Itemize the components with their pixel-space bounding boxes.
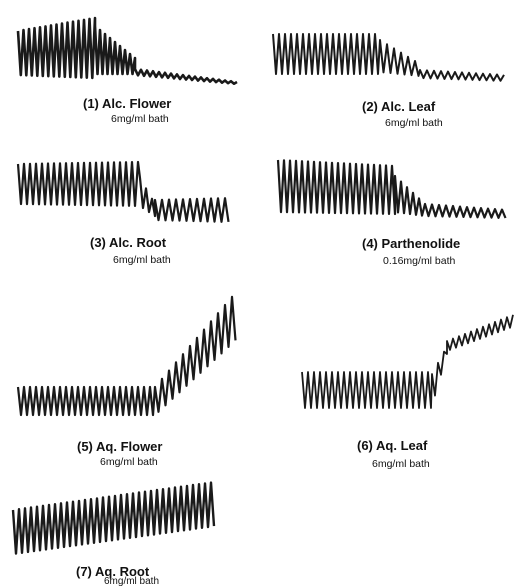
panel-title: (5) Aq. Flower — [77, 439, 163, 454]
recording-trace-2 — [272, 33, 505, 82]
panel-title: (4) Parthenolide — [362, 236, 461, 251]
recording-trace-4 — [276, 159, 507, 219]
panel-title: (7) Aq. Root — [76, 564, 150, 579]
panel-dose: 6mg/ml bath — [111, 113, 169, 125]
panel-dose: 0.16mg/ml bath — [383, 255, 456, 267]
recording-trace-5 — [16, 295, 237, 417]
trace-line — [276, 159, 507, 219]
panel-title: (6) Aq. Leaf — [357, 438, 428, 453]
trace-line — [272, 33, 505, 82]
panel-dose: 6mg/ml bath — [100, 456, 158, 468]
panel-dose: 6mg/ml bath — [385, 117, 443, 129]
recording-trace-1 — [16, 16, 238, 85]
trace-line — [16, 16, 238, 85]
panel-dose: 6mg/ml bath — [113, 254, 171, 266]
trace-line — [11, 481, 216, 555]
trace-line — [301, 314, 514, 409]
recording-trace-6 — [301, 314, 514, 409]
panel-title: (3) Alc. Root — [90, 235, 167, 250]
recording-trace-7 — [11, 481, 216, 555]
recording-trace-3 — [16, 160, 230, 223]
trace-line — [16, 160, 230, 223]
panel-title: (1) Alc. Flower — [83, 96, 172, 111]
panel-dose: 6mg/ml bath — [104, 576, 160, 587]
trace-line — [16, 295, 237, 417]
panel-title: (2) Alc. Leaf — [362, 99, 436, 114]
panel-dose: 6mg/ml bath — [372, 458, 430, 470]
